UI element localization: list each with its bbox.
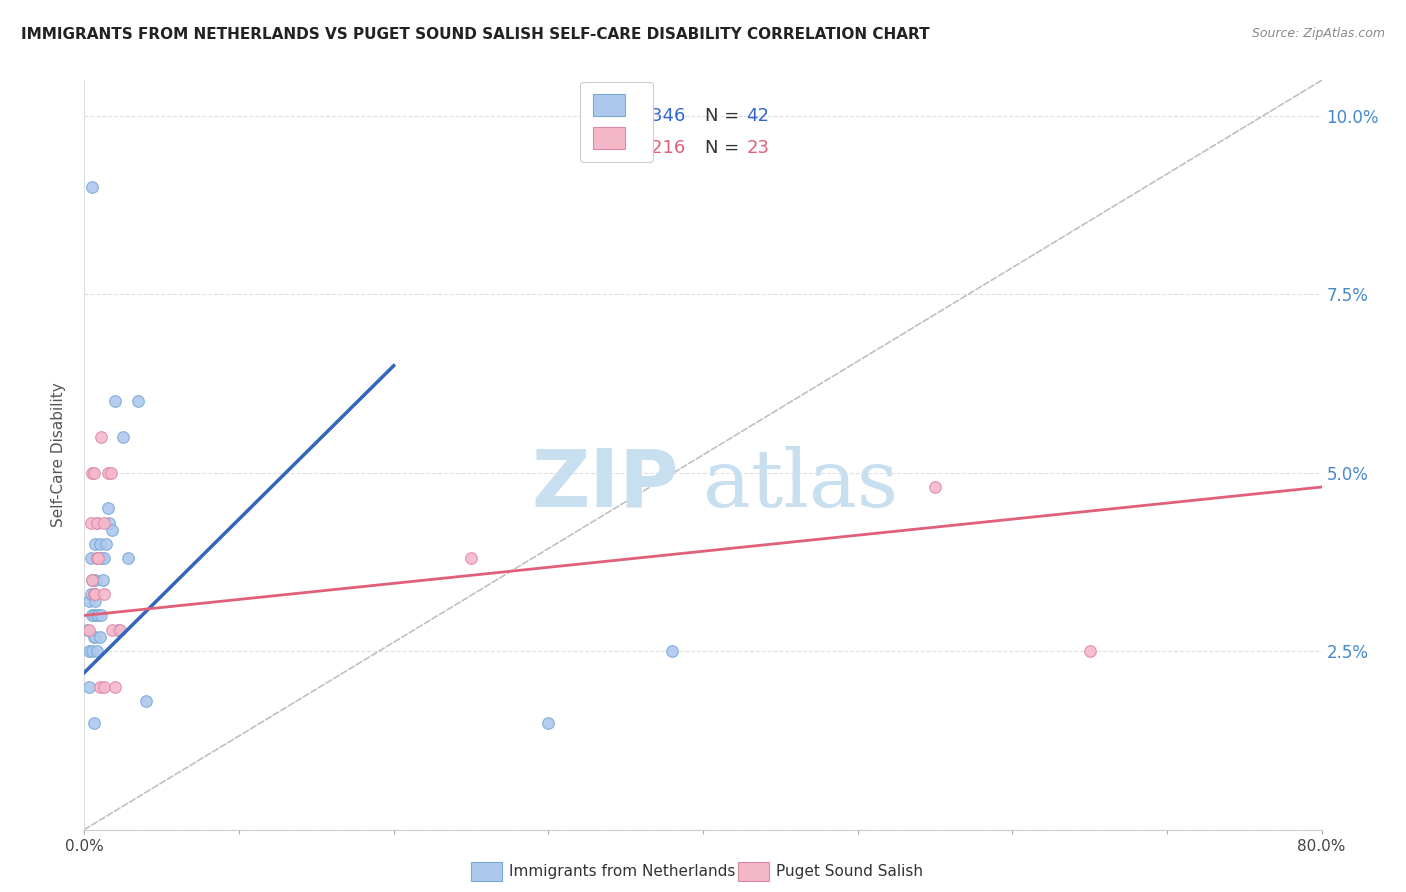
Point: [84, 573, 107, 587]
Point: [82, 573, 104, 587]
Point: [90, 608, 112, 623]
Point: [84, 587, 107, 601]
Point: [112, 430, 135, 444]
Point: [87, 551, 110, 566]
Point: [87, 608, 110, 623]
Point: [127, 394, 149, 409]
Point: [84, 594, 107, 608]
Point: [86, 551, 108, 566]
Point: [83, 715, 105, 730]
Point: [84, 537, 107, 551]
Text: ZIP: ZIP: [531, 446, 678, 524]
Point: [96, 466, 118, 480]
Point: [94, 537, 117, 551]
Point: [82, 573, 104, 587]
Point: [98, 516, 121, 530]
Point: [107, 623, 129, 637]
Point: [86, 516, 108, 530]
Point: [86, 516, 108, 530]
Point: [93, 587, 115, 601]
Point: [90, 430, 112, 444]
Y-axis label: Self-Care Disability: Self-Care Disability: [51, 383, 66, 527]
Point: [83, 466, 105, 480]
Text: Puget Sound Salish: Puget Sound Salish: [776, 864, 924, 879]
Point: [89, 680, 111, 694]
Point: [86, 644, 108, 658]
Point: [135, 694, 157, 708]
Point: [84, 630, 107, 644]
Text: 23: 23: [747, 139, 769, 157]
Point: [82, 466, 104, 480]
Point: [104, 680, 127, 694]
Point: [79, 587, 101, 601]
Point: [93, 516, 115, 530]
Point: [79, 516, 101, 530]
Text: atlas: atlas: [703, 446, 898, 524]
Point: [100, 466, 122, 480]
Point: [77, 623, 100, 637]
Text: 0.346: 0.346: [636, 106, 686, 125]
Text: IMMIGRANTS FROM NETHERLANDS VS PUGET SOUND SALISH SELF-CARE DISABILITY CORRELATI: IMMIGRANTS FROM NETHERLANDS VS PUGET SOU…: [21, 27, 929, 42]
Point: [87, 551, 110, 566]
Point: [101, 523, 124, 537]
Point: [89, 537, 111, 551]
Point: [83, 587, 105, 601]
Point: [90, 551, 112, 566]
Point: [924, 480, 946, 494]
Text: Source: ZipAtlas.com: Source: ZipAtlas.com: [1251, 27, 1385, 40]
Text: R =: R =: [583, 106, 621, 125]
Text: N =: N =: [706, 106, 745, 125]
Point: [77, 594, 100, 608]
Text: Immigrants from Netherlands: Immigrants from Netherlands: [509, 864, 735, 879]
Point: [86, 551, 108, 566]
Point: [117, 551, 139, 566]
Point: [537, 715, 560, 730]
Point: [101, 623, 124, 637]
Text: 42: 42: [747, 106, 769, 125]
Text: R =: R =: [583, 139, 621, 157]
Point: [89, 630, 111, 644]
Legend: , : ,: [581, 82, 652, 162]
Point: [86, 608, 108, 623]
Point: [76, 623, 98, 637]
Point: [93, 680, 115, 694]
Point: [79, 551, 101, 566]
Point: [91, 573, 114, 587]
Point: [82, 608, 104, 623]
Point: [104, 394, 127, 409]
Text: N =: N =: [706, 139, 745, 157]
Point: [82, 180, 104, 194]
Point: [108, 623, 131, 637]
Point: [77, 644, 100, 658]
Point: [83, 608, 105, 623]
Point: [77, 680, 100, 694]
Point: [83, 630, 105, 644]
Point: [83, 587, 105, 601]
Text: 0.216: 0.216: [636, 139, 686, 157]
Point: [661, 644, 683, 658]
Point: [1078, 644, 1101, 658]
Point: [82, 644, 104, 658]
Point: [96, 501, 118, 516]
Point: [93, 551, 115, 566]
Point: [460, 551, 482, 566]
